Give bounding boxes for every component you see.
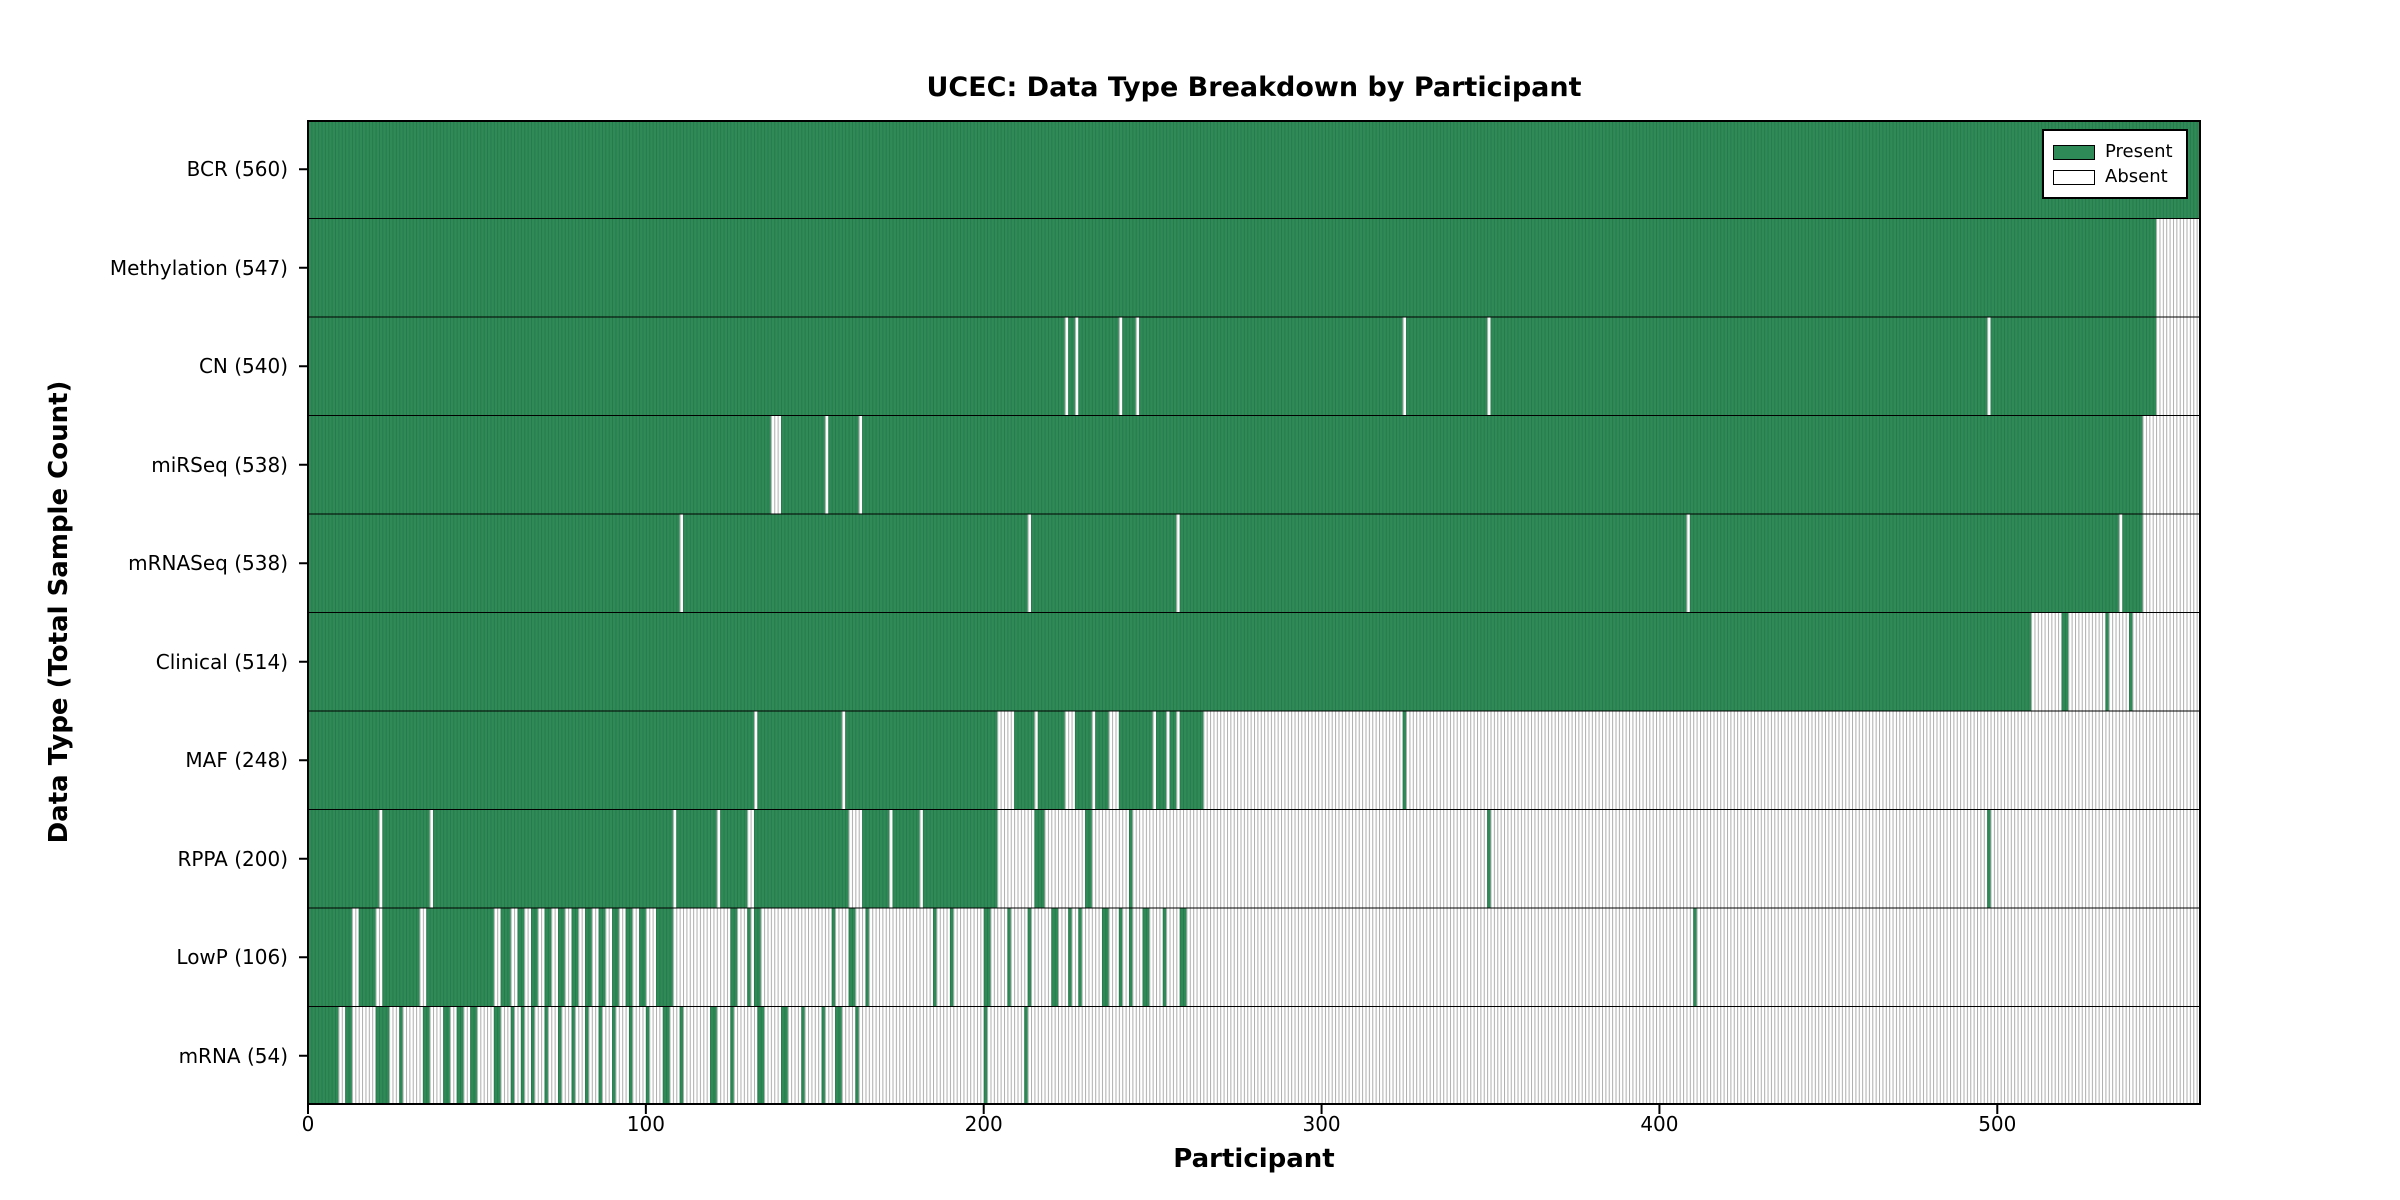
y-tick-label-bcr: BCR (560) xyxy=(186,157,288,182)
legend: Present Absent xyxy=(2042,129,2188,199)
y-tick-label-methylation: Methylation (547) xyxy=(109,255,288,280)
legend-label-present: Present xyxy=(2105,141,2173,162)
y-tick-label-mrna: mRNA (54) xyxy=(178,1043,288,1068)
y-tick-label-cn: CN (540) xyxy=(198,354,288,379)
legend-entry-absent: Absent xyxy=(2053,166,2177,188)
x-tick-label-300: 300 xyxy=(1302,1112,1341,1136)
x-tick-label-100: 100 xyxy=(626,1112,665,1136)
x-tick-label-0: 0 xyxy=(301,1112,315,1136)
y-tick-label-lowp: LowP (106) xyxy=(176,945,288,970)
y-tick-label-clinical: Clinical (514) xyxy=(155,649,288,674)
x-tick-label-500: 500 xyxy=(1978,1112,2017,1136)
legend-swatch-absent xyxy=(2053,169,2095,185)
legend-swatch-present xyxy=(2053,144,2095,160)
legend-entry-present: Present xyxy=(2053,141,2177,163)
y-tick-label-rppa: RPPA (200) xyxy=(177,846,288,871)
y-tick-label-maf: MAF (248) xyxy=(185,748,288,773)
y-tick-label-mirseq: miRSeq (538) xyxy=(151,452,288,477)
x-tick-label-400: 400 xyxy=(1640,1112,1679,1136)
plot-area xyxy=(299,120,2201,1114)
chart-title: UCEC: Data Type Breakdown by Participant xyxy=(926,72,1582,103)
legend-label-absent: Absent xyxy=(2105,166,2168,187)
y-axis-label: Data Type (Total Sample Count) xyxy=(44,380,74,844)
x-axis-label: Participant xyxy=(1173,1144,1335,1174)
y-tick-label-mrnaseq: mRNASeq (538) xyxy=(128,551,288,576)
x-tick-label-200: 200 xyxy=(964,1112,1003,1136)
